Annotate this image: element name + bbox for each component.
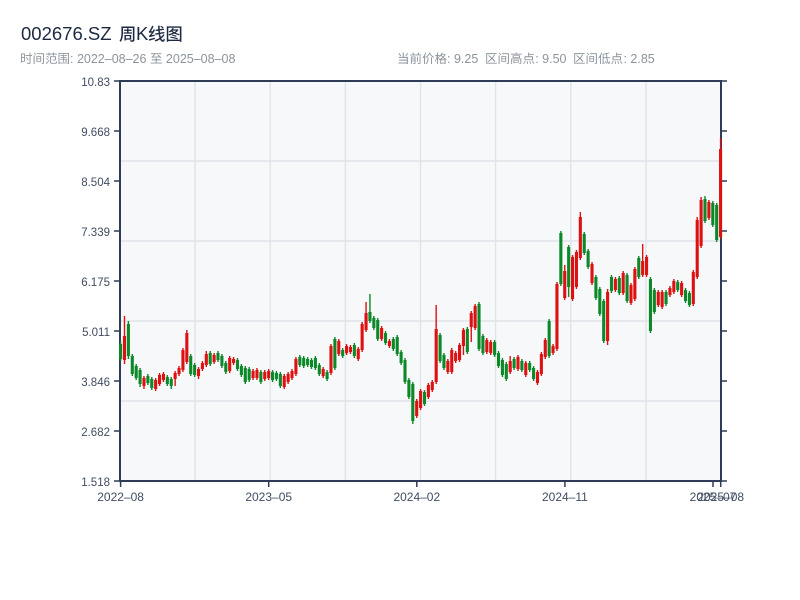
svg-text:2025–07: 2025–07	[690, 490, 737, 504]
svg-text:2023–05: 2023–05	[245, 490, 292, 504]
svg-text:6.175: 6.175	[81, 277, 110, 289]
svg-text:2024–11: 2024–11	[542, 490, 588, 504]
svg-text:9.668: 9.668	[81, 127, 110, 139]
svg-text:10.83: 10.83	[81, 77, 110, 89]
svg-text:2022–08: 2022–08	[97, 490, 144, 504]
svg-text:2.682: 2.682	[81, 427, 110, 439]
svg-text:2025–08: 2025–08	[697, 490, 744, 504]
svg-text:1.518: 1.518	[81, 477, 110, 489]
svg-text:2024–02: 2024–02	[393, 490, 440, 504]
svg-text:7.339: 7.339	[81, 227, 110, 239]
svg-text:3.846: 3.846	[81, 377, 110, 389]
svg-text:5.011: 5.011	[82, 327, 110, 339]
svg-text:8.504: 8.504	[81, 177, 110, 189]
